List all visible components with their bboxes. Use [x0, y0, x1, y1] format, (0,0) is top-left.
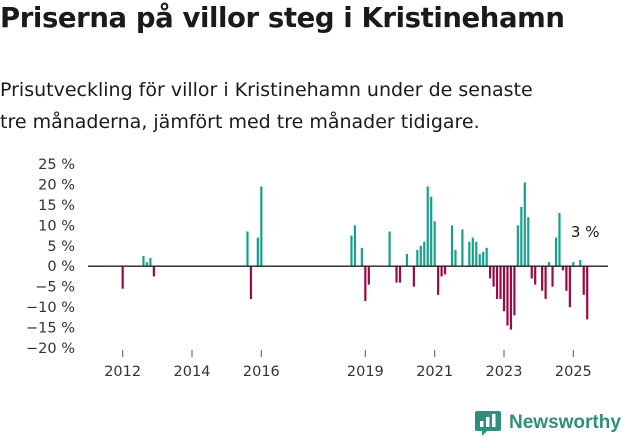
bar [551, 266, 554, 287]
bar [121, 266, 124, 289]
x-tick-label: 2025 [555, 364, 592, 380]
bar [149, 258, 152, 267]
bar [558, 213, 561, 267]
bar [405, 253, 409, 267]
bar [249, 266, 253, 299]
newsworthy-logo-icon [475, 411, 501, 436]
y-tick-label: 15 % [38, 198, 75, 214]
bar [586, 266, 589, 320]
bar [437, 266, 440, 295]
bar [492, 266, 495, 287]
bar [353, 225, 357, 267]
bar [579, 260, 582, 267]
bar [461, 229, 464, 267]
bar [419, 245, 422, 267]
y-tick-label: 5 % [47, 239, 75, 255]
brand-name: Newsworthy [509, 412, 621, 433]
subtitle-line-2: tre månaderna, jämfört med tre månader t… [0, 111, 480, 133]
bar [423, 241, 426, 267]
bar [499, 266, 502, 299]
bar [388, 231, 391, 267]
newsworthy-brand: Newsworthy [474, 407, 621, 439]
y-tick-label: 10 % [38, 218, 75, 234]
bar [426, 186, 429, 267]
y-tick-label: 20 % [38, 177, 75, 193]
bar [544, 266, 547, 299]
price-change-bar-chart: 25 % 20 % 15 % 10 % 5 % 0 % −5 % −10 % −15 % −20 … [26, 157, 608, 380]
x-tick-label: 2016 [243, 364, 280, 380]
page-title: Priserna på villor steg i Kristinehamn [0, 2, 565, 34]
bar [450, 225, 454, 267]
bar [256, 237, 259, 267]
bar [416, 249, 419, 267]
bar [534, 266, 537, 285]
bar [523, 182, 526, 267]
bar [471, 237, 474, 267]
bar [520, 206, 523, 267]
bar [527, 217, 530, 267]
bars-group [121, 182, 589, 330]
bar [554, 237, 558, 267]
bar [482, 251, 485, 267]
bar [502, 266, 506, 312]
bar [350, 235, 353, 267]
x-tick-label: 2014 [174, 364, 211, 380]
x-tick-label: 2021 [416, 364, 453, 380]
y-tick-label: −10 % [26, 300, 75, 316]
bar [565, 266, 568, 291]
bar [398, 266, 402, 283]
bar [547, 262, 551, 267]
bar [364, 266, 367, 301]
bar [152, 266, 155, 277]
bar [246, 231, 249, 267]
bar [443, 266, 447, 275]
bar [513, 266, 516, 316]
bar [142, 256, 145, 267]
bar [145, 262, 149, 267]
bar [506, 266, 509, 326]
bar [561, 266, 565, 271]
y-tick-label: 25 % [38, 157, 75, 173]
bar [541, 266, 544, 291]
bar [454, 249, 457, 267]
bar [568, 266, 571, 308]
bar [572, 262, 575, 267]
bar [367, 266, 370, 285]
y-tick-label: 0 % [47, 259, 75, 275]
bar [495, 266, 499, 299]
bar [433, 221, 436, 267]
y-tick-label: −15 % [26, 321, 75, 337]
x-axis: 2012 2014 2016 2019 2021 2023 2025 [104, 350, 592, 380]
bar [509, 266, 513, 330]
bar [395, 266, 398, 283]
chart-subtitle: Prisutveckling för villor i Kristinehamn… [0, 74, 625, 138]
bar [468, 241, 471, 267]
y-tick-label: −20 % [26, 341, 75, 357]
bar [360, 247, 363, 267]
latest-value-annotation: 3 % [571, 223, 600, 241]
bar [440, 266, 443, 277]
bar [430, 196, 433, 267]
y-axis: 25 % 20 % 15 % 10 % 5 % 0 % −5 % −10 % −15 % −20 … [26, 157, 75, 357]
bar [478, 253, 481, 267]
subtitle-line-1: Prisutveckling för villor i Kristinehamn… [0, 79, 533, 101]
bar [485, 247, 488, 267]
y-tick-label: −5 % [35, 280, 75, 296]
bar [530, 266, 533, 279]
x-tick-label: 2012 [104, 364, 141, 380]
bar [260, 186, 263, 267]
x-tick-label: 2019 [347, 364, 384, 380]
bar [516, 225, 519, 267]
bar [412, 266, 415, 287]
bar [475, 241, 478, 267]
bar [489, 266, 492, 279]
x-tick-label: 2023 [486, 364, 523, 380]
bar [582, 266, 585, 295]
